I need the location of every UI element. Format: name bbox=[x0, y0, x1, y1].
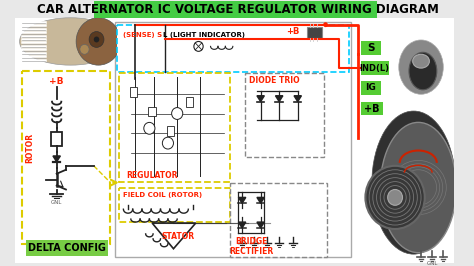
Bar bbox=[117, 25, 349, 72]
Bar bbox=[307, 27, 322, 39]
Circle shape bbox=[76, 18, 121, 65]
Circle shape bbox=[323, 22, 328, 27]
Ellipse shape bbox=[380, 122, 456, 253]
Bar bbox=[361, 81, 381, 95]
Circle shape bbox=[80, 44, 89, 54]
Circle shape bbox=[388, 189, 402, 205]
Bar bbox=[361, 61, 389, 75]
Text: FIELD COIL (ROTOR): FIELD COIL (ROTOR) bbox=[123, 192, 202, 198]
Polygon shape bbox=[238, 222, 246, 228]
Text: GNL: GNL bbox=[427, 261, 438, 265]
Bar bbox=[361, 41, 381, 55]
Text: +B: +B bbox=[49, 77, 64, 86]
Circle shape bbox=[365, 166, 425, 229]
Bar bbox=[230, 182, 328, 257]
Polygon shape bbox=[294, 96, 301, 102]
Text: IND(L): IND(L) bbox=[360, 64, 390, 73]
Polygon shape bbox=[53, 156, 60, 162]
Ellipse shape bbox=[399, 40, 443, 94]
Circle shape bbox=[94, 36, 100, 43]
Bar bbox=[148, 107, 156, 117]
Text: BRIDGE
RECTIFIER: BRIDGE RECTIFIER bbox=[229, 237, 273, 256]
Ellipse shape bbox=[19, 18, 121, 65]
Bar bbox=[94, 1, 376, 18]
Bar bbox=[130, 87, 137, 97]
Bar bbox=[115, 22, 352, 257]
Text: ROTOR: ROTOR bbox=[25, 133, 34, 163]
Bar bbox=[361, 102, 383, 115]
Ellipse shape bbox=[372, 111, 456, 254]
Ellipse shape bbox=[413, 54, 429, 68]
Circle shape bbox=[163, 137, 173, 149]
Text: S: S bbox=[367, 43, 375, 53]
Text: IG: IG bbox=[365, 83, 376, 92]
Bar bbox=[22, 71, 110, 244]
Bar bbox=[26, 240, 108, 256]
Bar bbox=[51, 132, 62, 146]
Text: +B: +B bbox=[286, 27, 299, 36]
Text: DIODE TRIO: DIODE TRIO bbox=[248, 76, 299, 85]
Text: +B: +B bbox=[364, 103, 380, 114]
Polygon shape bbox=[257, 197, 264, 203]
Circle shape bbox=[89, 32, 104, 47]
Circle shape bbox=[194, 41, 203, 51]
Bar bbox=[185, 97, 193, 107]
Polygon shape bbox=[275, 96, 283, 102]
Circle shape bbox=[144, 122, 155, 134]
Polygon shape bbox=[238, 197, 246, 203]
Text: L (LIGHT INDICATOR): L (LIGHT INDICATOR) bbox=[163, 32, 245, 38]
Text: STATOR: STATOR bbox=[162, 232, 194, 241]
Text: (SENSE) S: (SENSE) S bbox=[123, 32, 163, 38]
Bar bbox=[119, 188, 230, 222]
Ellipse shape bbox=[409, 52, 437, 90]
Circle shape bbox=[172, 107, 183, 119]
Polygon shape bbox=[257, 96, 264, 102]
Bar bbox=[119, 73, 230, 182]
Bar bbox=[245, 73, 324, 157]
Text: CAR ALTERNATOR IC VOLTAGE REGULATOR WIRING DIAGRAM: CAR ALTERNATOR IC VOLTAGE REGULATOR WIRI… bbox=[36, 3, 438, 16]
Polygon shape bbox=[257, 222, 264, 228]
Bar bbox=[167, 126, 174, 136]
Text: DELTA CONFIG: DELTA CONFIG bbox=[28, 243, 106, 253]
Text: REGULATOR: REGULATOR bbox=[126, 171, 178, 180]
Text: GNL: GNL bbox=[51, 200, 63, 205]
